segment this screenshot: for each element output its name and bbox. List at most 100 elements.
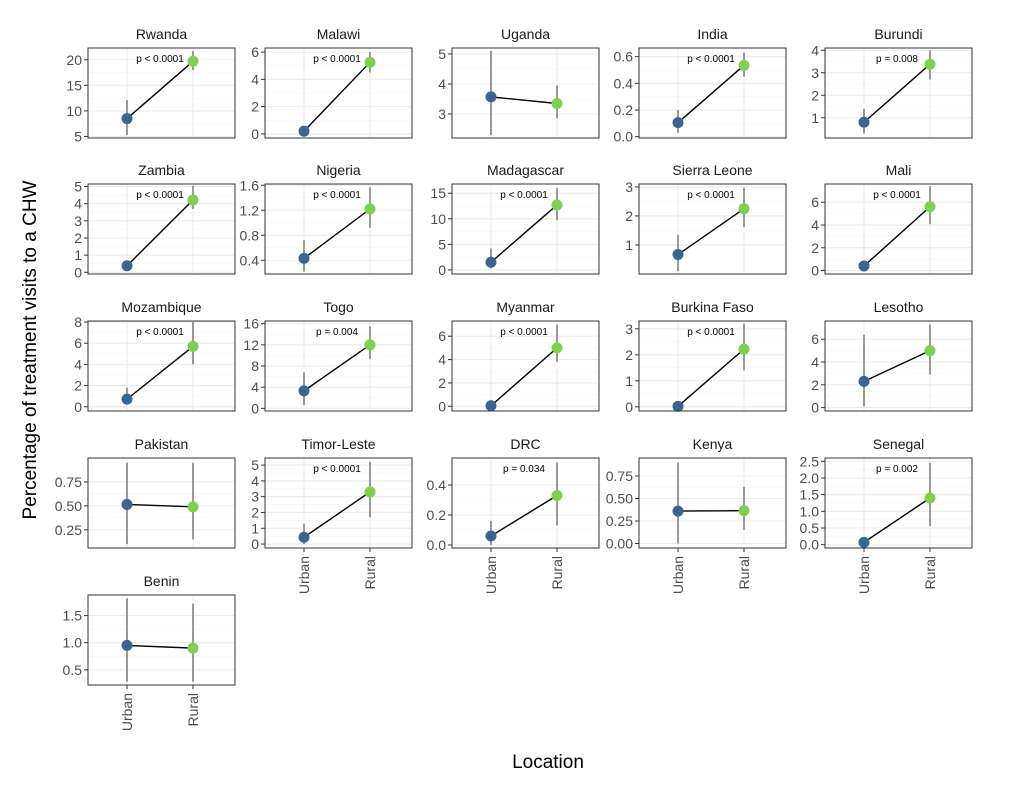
y-tick-label: 5	[438, 236, 446, 252]
facet-title: Sierra Leone	[672, 162, 752, 178]
y-tick-label: 5	[438, 46, 446, 62]
y-tick-label: 0.75	[606, 468, 633, 484]
y-tick-label: 0.75	[55, 474, 82, 490]
y-tick-label: 4	[251, 473, 259, 489]
facet-title: Malawi	[317, 26, 361, 42]
urban-point	[486, 91, 497, 102]
facet-title: Kenya	[693, 436, 733, 452]
facet-title: Burkina Faso	[671, 299, 754, 315]
y-tick-label: 4	[811, 42, 819, 58]
y-tick-label: 6	[251, 44, 259, 60]
y-tick-label: 0.8	[240, 227, 260, 243]
y-tick-label: 3	[251, 489, 259, 505]
panel-background	[88, 458, 235, 548]
p-value-annotation: p < 0.0001	[873, 190, 921, 201]
urban-point	[486, 400, 497, 411]
y-tick-label: 0	[625, 399, 633, 415]
y-tick-label: 4	[251, 379, 259, 395]
rural-point	[739, 203, 750, 214]
y-tick-label: 1	[251, 520, 259, 536]
x-tick-label: Rural	[362, 556, 378, 589]
p-value-annotation: p < 0.0001	[313, 190, 361, 201]
y-tick-label: 4	[251, 71, 259, 87]
rural-point	[739, 344, 750, 355]
y-tick-label: 4	[74, 356, 82, 372]
y-tick-label: 10	[430, 211, 446, 227]
y-tick-label: 4	[811, 354, 819, 370]
y-tick-label: 3	[625, 321, 633, 337]
urban-point	[486, 531, 497, 542]
p-value-annotation: p < 0.0001	[687, 190, 735, 201]
facet-title: Mozambique	[121, 299, 201, 315]
facet-title: Lesotho	[874, 299, 924, 315]
y-tick-label: 0.2	[427, 507, 447, 523]
p-value-annotation: p < 0.0001	[687, 327, 735, 338]
y-tick-label: 2	[625, 208, 633, 224]
y-tick-label: 0.0	[427, 537, 447, 553]
p-value-annotation: p = 0.004	[316, 327, 358, 338]
urban-point	[859, 261, 870, 272]
rural-point	[739, 505, 750, 516]
y-tick-label: 1.0	[800, 503, 820, 519]
x-tick-label: Rural	[549, 556, 565, 589]
rural-point	[925, 345, 936, 356]
facet-title: Togo	[323, 299, 354, 315]
facet-title: Pakistan	[135, 436, 189, 452]
panel-background	[88, 595, 235, 685]
y-tick-label: 0.25	[55, 522, 82, 538]
rural-point	[925, 493, 936, 504]
y-tick-label: 2	[74, 378, 82, 394]
y-tick-label: 0.6	[614, 49, 634, 65]
rural-point	[188, 643, 199, 654]
facet-title: Myanmar	[496, 299, 555, 315]
y-tick-label: 15	[66, 77, 82, 93]
y-tick-label: 6	[74, 335, 82, 351]
p-value-annotation: p = 0.008	[876, 54, 918, 65]
rural-point	[188, 194, 199, 205]
p-value-annotation: p < 0.0001	[313, 464, 361, 475]
p-value-annotation: p = 0.034	[503, 464, 545, 475]
rural-point	[739, 60, 750, 71]
rural-point	[925, 201, 936, 212]
urban-point	[673, 401, 684, 412]
y-tick-label: 5	[251, 457, 259, 473]
p-value-annotation: p < 0.0001	[687, 54, 735, 65]
facet-title: Benin	[144, 573, 180, 589]
y-tick-label: 12	[243, 337, 259, 353]
y-tick-label: 0	[251, 536, 259, 552]
y-tick-label: 2	[625, 347, 633, 363]
urban-point	[673, 249, 684, 260]
rural-point	[188, 341, 199, 352]
y-tick-label: 0.0	[800, 537, 820, 553]
y-tick-label: 0	[438, 262, 446, 278]
urban-point	[673, 506, 684, 517]
x-tick-label: Urban	[119, 693, 135, 731]
facet-title: Nigeria	[316, 162, 361, 178]
y-tick-label: 1.2	[240, 202, 260, 218]
y-tick-label: 2.5	[800, 453, 820, 469]
p-value-annotation: p < 0.0001	[136, 190, 184, 201]
facet-title: India	[697, 26, 728, 42]
x-tick-label: Rural	[736, 556, 752, 589]
rural-point	[188, 501, 199, 512]
rural-point	[365, 486, 376, 497]
x-tick-label: Urban	[856, 556, 872, 594]
y-tick-label: 5	[74, 128, 82, 144]
y-tick-label: 6	[438, 328, 446, 344]
y-tick-label: 0.25	[606, 513, 633, 529]
urban-point	[673, 117, 684, 128]
urban-point	[859, 537, 870, 548]
y-tick-label: 0	[438, 398, 446, 414]
